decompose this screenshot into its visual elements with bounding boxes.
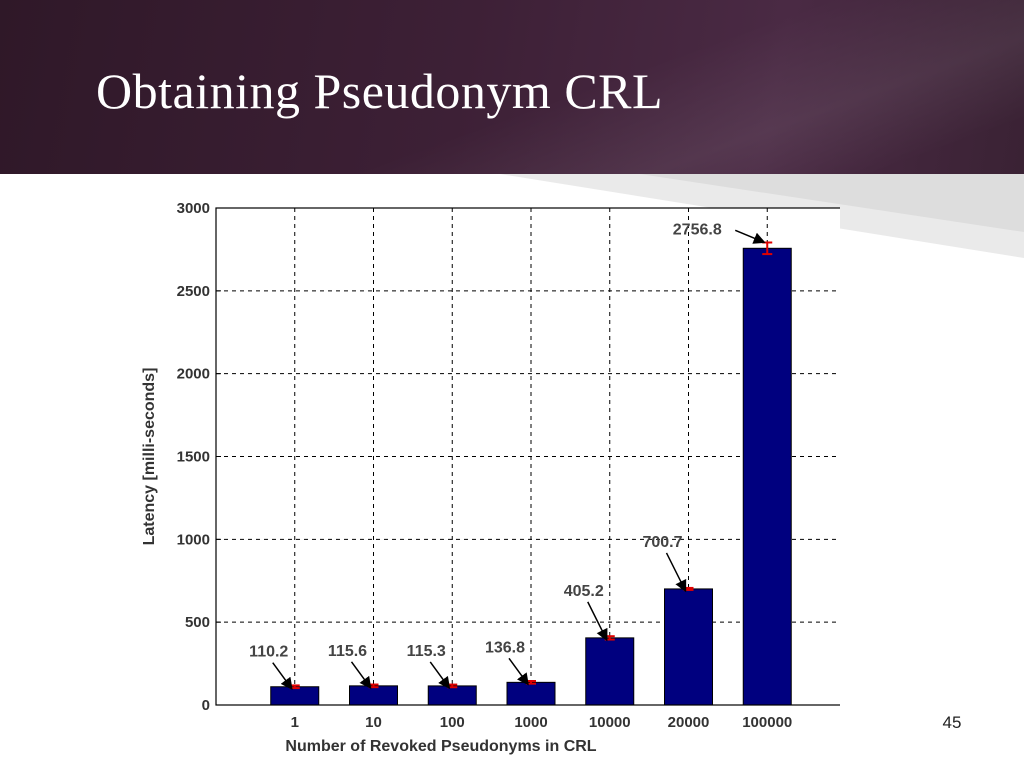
bar [427, 685, 477, 706]
bar [742, 247, 792, 706]
data-label-arrow [272, 662, 293, 690]
x-tick-label: 1 [291, 714, 299, 731]
data-label-arrow [734, 229, 766, 244]
data-label: 2756.8 [673, 221, 722, 238]
data-label-arrow [665, 552, 687, 593]
y-tick-label: 1000 [177, 531, 210, 548]
header-sheen [0, 0, 1024, 174]
data-label: 115.3 [407, 643, 446, 660]
data-label-arrow [350, 661, 372, 690]
bar [349, 685, 398, 706]
page-number: 45 [942, 713, 962, 732]
y-tick-label: 1500 [177, 449, 210, 466]
bar [270, 686, 320, 706]
y-tick-label: 2000 [177, 366, 210, 383]
data-label: 115.6 [328, 643, 367, 660]
x-tick-label: 10000 [589, 714, 631, 731]
x-tick-label: 10 [365, 714, 382, 731]
x-tick-label: 20000 [668, 714, 710, 731]
x-tick-label: 1000 [514, 714, 547, 731]
bar [585, 637, 635, 706]
bar [506, 681, 556, 706]
y-tick-label: 3000 [177, 200, 210, 217]
x-axis-title: Number of Revoked Pseudonyms in CRL [285, 738, 596, 755]
data-label: 405.2 [564, 583, 604, 600]
y-tick-label: 500 [185, 614, 210, 631]
y-tick-label: 2500 [177, 283, 210, 300]
data-label-arrow [508, 657, 529, 686]
slide-header: Obtaining Pseudonym CRL [0, 0, 1024, 174]
data-label: 136.8 [485, 639, 525, 656]
slide-title: Obtaining Pseudonym CRL [96, 63, 664, 119]
plot-frame [215, 207, 840, 706]
x-tick-label: 100000 [742, 714, 792, 731]
latency-bar-chart: 0 500 1000 1500 2000 2500 3000 1 110.2 10 115.6 100… [141, 200, 840, 755]
y-axis-title: Latency [milli-seconds] [141, 368, 158, 546]
bar [664, 588, 713, 706]
y-tick-label: 0 [202, 697, 210, 714]
data-label: 700.7 [642, 534, 682, 551]
x-tick-label: 100 [440, 714, 465, 731]
data-label-arrow [429, 661, 451, 690]
data-label: 110.2 [249, 644, 288, 661]
data-label-arrow [587, 601, 608, 642]
